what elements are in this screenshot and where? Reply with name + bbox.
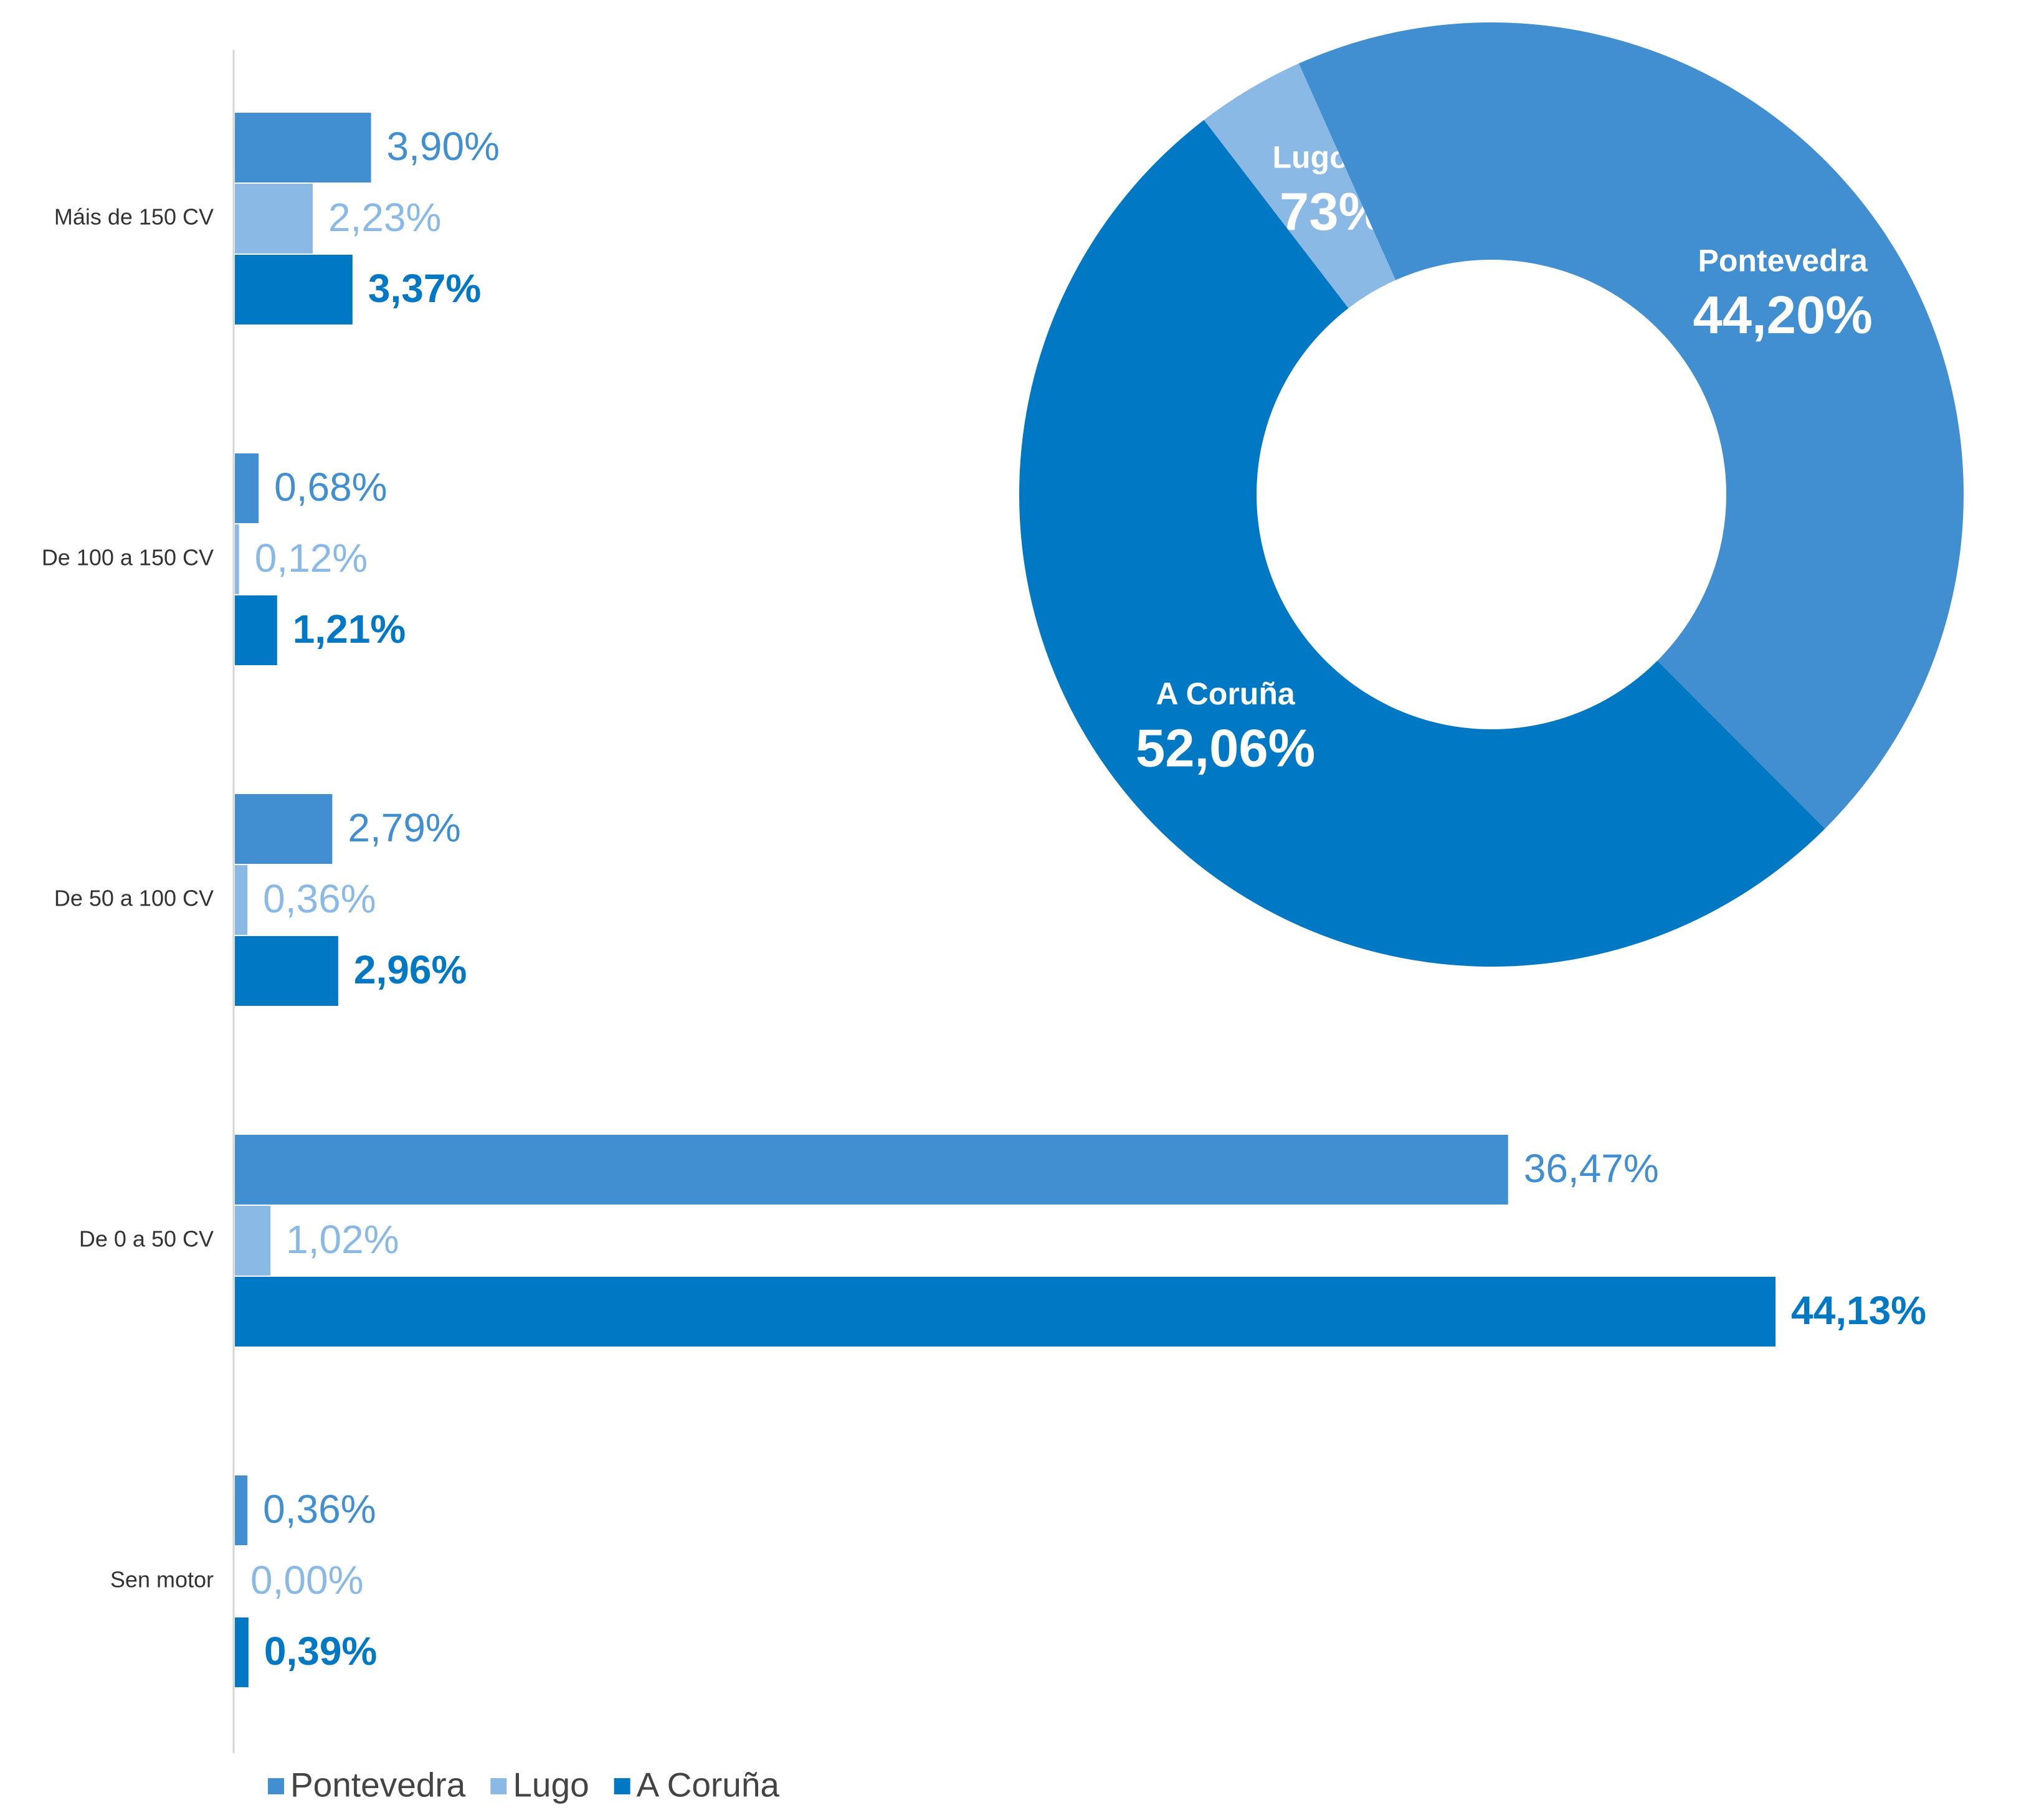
bar: [235, 936, 338, 1006]
donut-slice: [1298, 22, 1964, 829]
value-label: 1,02%: [286, 1217, 399, 1262]
legend-label: Lugo: [513, 1766, 589, 1804]
category-label: De 100 a 150 CV: [42, 545, 214, 570]
bar: [235, 524, 239, 594]
value-label: 1,21%: [293, 607, 406, 651]
bar: [235, 255, 353, 324]
value-label: 0,39%: [264, 1629, 377, 1674]
slice-name: A Coruña: [1156, 676, 1296, 711]
slice-name: Pontevedra: [1698, 244, 1869, 278]
value-label: 2,23%: [328, 195, 441, 240]
value-label: 44,13%: [1791, 1288, 1926, 1333]
legend-label: A Coruña: [637, 1766, 780, 1804]
value-label: 0,68%: [274, 465, 387, 509]
value-label: 0,36%: [263, 1487, 376, 1532]
bar: [235, 794, 333, 864]
slice-value: 52,06%: [1136, 719, 1315, 778]
bar: [235, 453, 259, 523]
category-label: Sen motor: [110, 1567, 214, 1593]
bar: [235, 113, 371, 182]
value-label: 2,96%: [354, 947, 467, 992]
value-label: 0,36%: [263, 876, 376, 921]
bar: [235, 184, 313, 253]
value-label: 36,47%: [1524, 1146, 1659, 1191]
slice-value: 44,20%: [1693, 286, 1873, 345]
bar: [235, 1135, 1508, 1205]
legend-label: Pontevedra: [290, 1766, 466, 1804]
bar: [235, 1617, 249, 1687]
legend-swatch: [268, 1778, 284, 1794]
donut-slice: [1019, 120, 1825, 967]
bar: [235, 1206, 271, 1276]
category-label: De 0 a 50 CV: [79, 1226, 214, 1252]
category-label: De 50 a 100 CV: [54, 886, 214, 911]
value-label: 3,90%: [387, 124, 500, 169]
bar: [235, 1475, 248, 1545]
value-label: 3,37%: [368, 266, 481, 311]
bar: [235, 1277, 1775, 1347]
value-label: 0,00%: [250, 1558, 363, 1603]
value-label: 2,79%: [348, 805, 460, 850]
legend-swatch: [490, 1778, 507, 1794]
category-label: Máis de 150 CV: [54, 204, 214, 230]
value-label: 0,12%: [255, 536, 368, 580]
legend-swatch: [614, 1778, 630, 1794]
bar: [235, 865, 248, 935]
donut-slice: [1204, 63, 1396, 308]
bar: [235, 595, 277, 665]
